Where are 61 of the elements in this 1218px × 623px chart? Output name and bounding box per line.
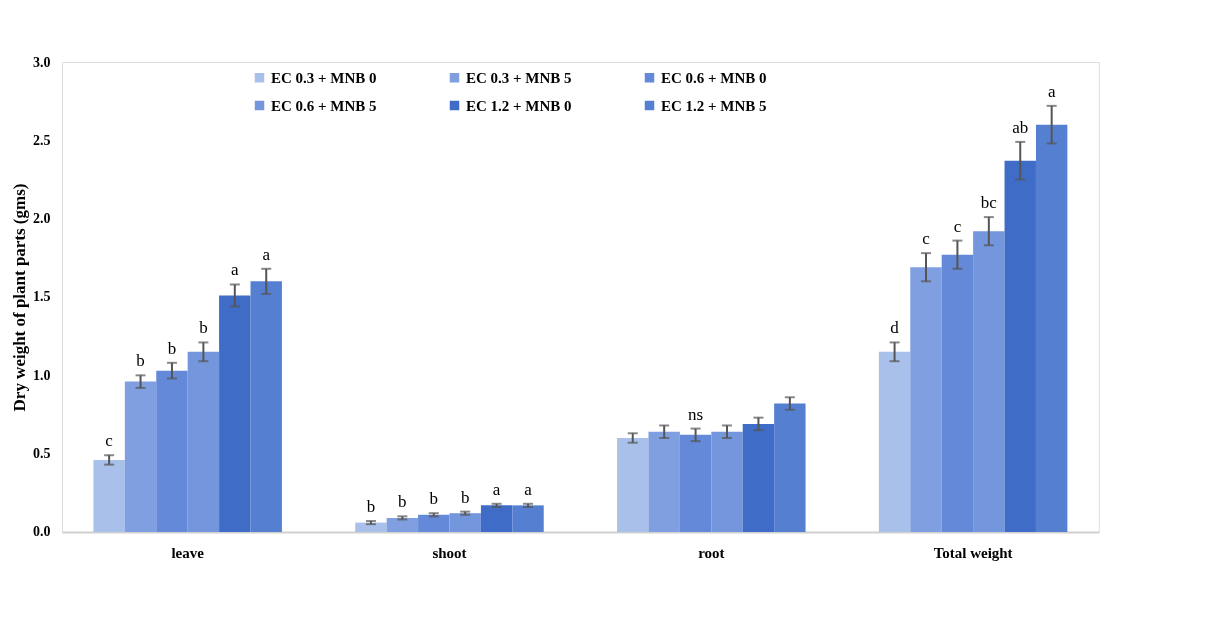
bar [386,517,419,532]
y-tick-label: 2.0 [33,211,51,227]
y-tick-label: 0.0 [33,524,51,540]
legend-label: EC 0.3 + MNB 0 [271,69,377,86]
bar [156,370,188,532]
bar [219,295,251,532]
data-label: a [524,479,533,499]
bar [742,423,775,532]
bar [93,459,125,532]
y-tick-label: 1.5 [33,289,51,305]
data-label: c [105,431,114,451]
bar [1035,124,1068,532]
data-label: b [398,492,407,512]
data-label: bc [980,193,998,213]
legend-label: EC 0.6 + MNB 0 [661,69,767,86]
x-tick-label: leave [171,545,205,562]
bar [124,381,157,532]
y-tick-label: 1.0 [33,367,51,383]
legend-label: EC 1.2 + MNB 5 [661,97,767,114]
bar [941,254,974,532]
data-label: d [890,318,900,338]
legend-label: EC 0.6 + MNB 5 [271,97,377,114]
bar [910,267,942,532]
y-axis-title: Dry weight of plant parts (gms) [10,183,29,412]
bar [648,431,680,532]
bar [878,351,911,532]
data-label: a [1047,81,1056,101]
bar [512,505,544,532]
data-label: b [460,487,470,507]
bar [711,431,743,532]
bar [418,514,450,532]
data-label: ab [1012,117,1029,137]
bar [1004,160,1036,532]
data-label: b [429,489,439,509]
bar [973,231,1005,532]
data-label: a [262,244,271,264]
bar [250,281,282,532]
bar [449,513,481,532]
legend-label: EC 1.2 + MNB 0 [466,97,572,114]
data-label: a [492,479,501,499]
x-tick-label: root [698,545,725,562]
legend-label: EC 0.3 + MNB 5 [466,69,572,86]
x-tick-label: shoot [432,545,467,562]
data-label: a [231,260,240,280]
data-label: c [922,229,931,249]
y-tick-label: 2.5 [33,132,51,148]
bar [774,403,806,532]
data-label: c [953,216,962,236]
bar [679,434,712,532]
data-label: b [366,497,376,517]
data-label: b [167,338,177,358]
y-tick-label: 0.5 [33,446,51,462]
data-label: b [199,318,208,338]
x-tick-label: Total weight [933,545,1013,562]
bar [617,438,649,532]
y-tick-label: 3.0 [33,54,51,70]
data-label: ns [688,404,704,424]
bar [187,351,220,532]
bar [480,505,513,532]
data-label: b [136,351,145,371]
bar [355,522,387,532]
